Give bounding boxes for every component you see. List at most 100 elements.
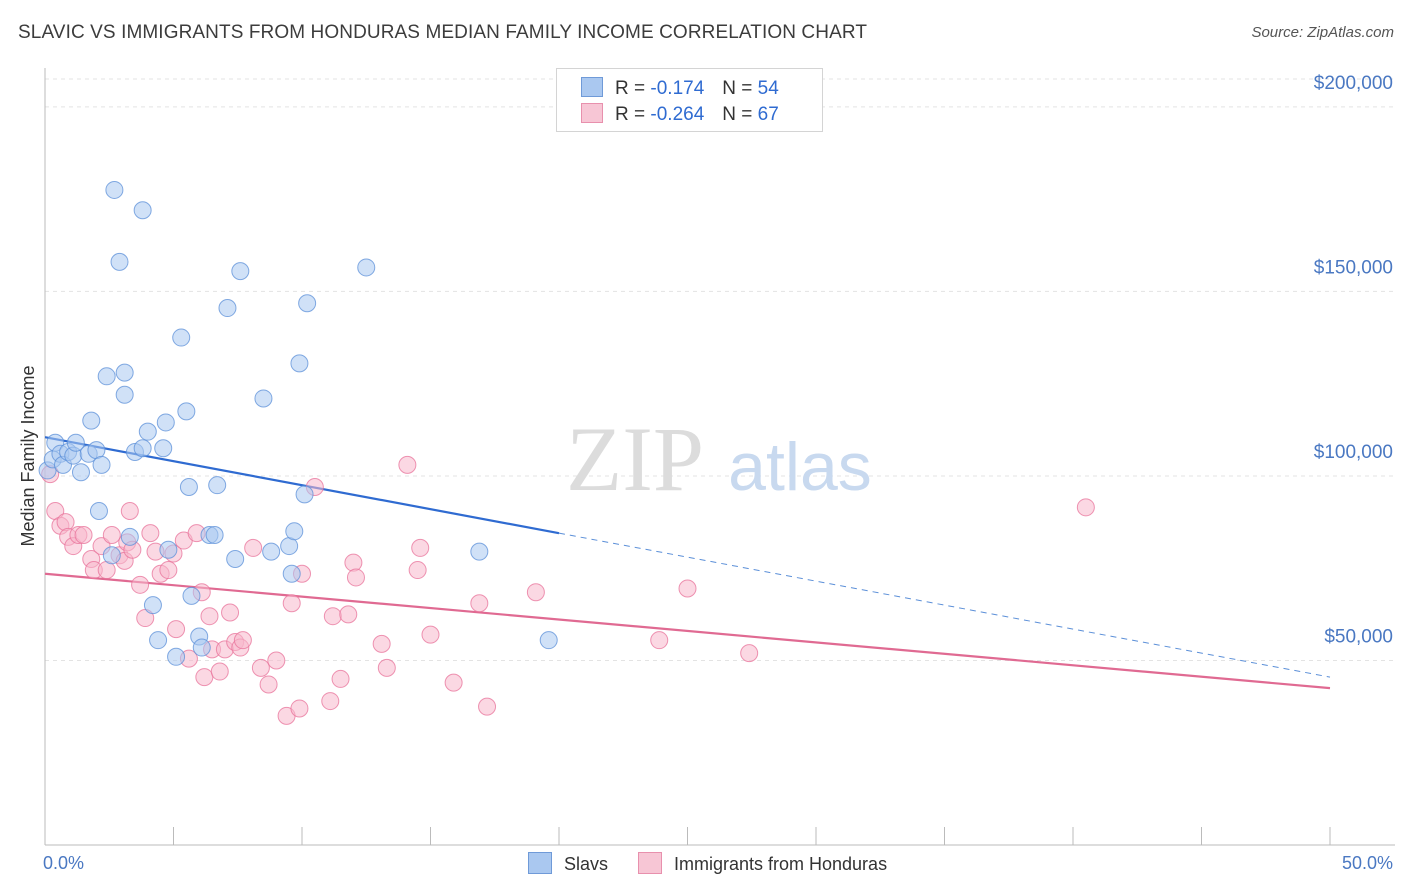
point-slavs: [154, 439, 173, 458]
legend-n-value: 54: [757, 78, 779, 99]
point-honduras: [678, 579, 697, 598]
point-honduras: [421, 625, 440, 644]
point-slavs: [149, 631, 168, 650]
point-slavs: [254, 389, 273, 408]
source-label: Source: ZipAtlas.com: [1251, 24, 1394, 41]
series-legend-slavs: Slavs: [528, 852, 608, 875]
point-honduras: [346, 568, 365, 587]
point-slavs: [156, 413, 175, 432]
point-slavs: [205, 526, 224, 544]
axes: [44, 68, 1395, 846]
point-honduras: [408, 561, 427, 580]
point-honduras: [411, 538, 430, 557]
point-honduras: [339, 605, 358, 624]
point-honduras: [398, 455, 417, 474]
point-honduras: [444, 673, 463, 692]
point-honduras: [323, 607, 342, 626]
point-honduras: [200, 607, 219, 626]
point-honduras: [210, 662, 229, 681]
point-slavs: [115, 363, 134, 382]
point-slavs: [102, 546, 121, 565]
point-honduras: [650, 631, 669, 650]
point-honduras: [131, 575, 150, 594]
series-swatch-honduras: [638, 852, 662, 874]
point-slavs: [285, 522, 304, 541]
point-slavs: [208, 476, 227, 495]
point-honduras: [102, 526, 121, 544]
legend-r-value: -0.264: [650, 104, 705, 125]
point-slavs: [159, 540, 178, 559]
series-label-slavs: Slavs: [564, 854, 609, 874]
x-tick-label-max: 50.0%: [1342, 853, 1393, 873]
point-slavs: [115, 385, 134, 404]
point-slavs: [120, 527, 139, 546]
point-honduras: [267, 651, 286, 670]
point-honduras: [244, 538, 263, 557]
point-slavs: [218, 299, 237, 318]
point-slavs: [231, 262, 250, 281]
point-honduras: [74, 526, 93, 544]
point-slavs: [89, 502, 108, 521]
point-honduras: [372, 634, 391, 653]
point-honduras: [195, 668, 214, 687]
y-axis-label: Median Family Income: [18, 365, 38, 546]
legend-swatch-honduras: [581, 103, 603, 123]
point-slavs: [172, 328, 191, 347]
y-tick-label: $200,000: [1314, 73, 1393, 94]
legend-swatch-slavs: [581, 77, 603, 97]
grid-lines: [45, 78, 1395, 661]
x-tick-label-min: 0.0%: [43, 853, 84, 873]
point-slavs: [182, 586, 201, 605]
point-honduras: [1076, 498, 1095, 517]
point-honduras: [740, 644, 759, 663]
point-slavs: [105, 180, 124, 199]
y-tick-label: $150,000: [1314, 257, 1393, 278]
point-slavs: [298, 294, 317, 313]
chart-title: SLAVIC VS IMMIGRANTS FROM HONDURAS MEDIA…: [18, 22, 868, 43]
data-points: [38, 180, 1095, 725]
point-honduras: [221, 603, 240, 622]
point-honduras: [120, 502, 139, 521]
legend-r-label: R =: [615, 104, 646, 125]
point-honduras: [159, 561, 178, 580]
tick-labels: $50,000 $100,000 $150,000 $200,000 0.0% 50.0%: [43, 73, 1393, 873]
point-slavs: [167, 647, 186, 666]
watermark-atlas: atlas: [728, 429, 872, 505]
y-tick-label: $100,000: [1314, 442, 1393, 463]
point-honduras: [526, 583, 545, 602]
watermark: ZIP atlas: [566, 408, 872, 510]
trend-line-extension-slavs: [558, 532, 1331, 678]
point-slavs: [295, 485, 314, 504]
series-label-honduras: Immigrants from Honduras: [674, 854, 888, 874]
point-slavs: [177, 402, 196, 421]
legend-row-honduras: R = -0.264 N = 67: [581, 103, 779, 125]
point-slavs: [179, 478, 198, 497]
point-honduras: [251, 658, 270, 677]
point-honduras: [377, 658, 396, 677]
point-honduras: [141, 524, 160, 543]
point-slavs: [470, 542, 489, 561]
point-slavs: [226, 549, 245, 568]
point-honduras: [331, 669, 350, 688]
point-slavs: [82, 411, 101, 430]
point-slavs: [143, 596, 162, 615]
legend-n-label: N =: [722, 104, 753, 125]
trend-line-slavs: [44, 436, 560, 535]
legend-row-slavs: R = -0.174 N = 54: [581, 77, 779, 99]
point-slavs: [97, 367, 116, 386]
point-slavs: [290, 354, 309, 373]
point-slavs: [262, 542, 281, 561]
point-slavs: [539, 631, 558, 650]
point-honduras: [282, 594, 301, 613]
series-legend-honduras: Immigrants from Honduras: [638, 852, 887, 875]
point-slavs: [192, 638, 211, 657]
point-slavs: [133, 201, 152, 220]
point-honduras: [478, 697, 497, 716]
y-tick-label: $50,000: [1324, 626, 1393, 647]
point-honduras: [344, 553, 363, 572]
point-slavs: [71, 463, 90, 482]
watermark-zip: ZIP: [566, 408, 704, 510]
point-honduras: [290, 699, 309, 718]
point-slavs: [138, 422, 157, 441]
